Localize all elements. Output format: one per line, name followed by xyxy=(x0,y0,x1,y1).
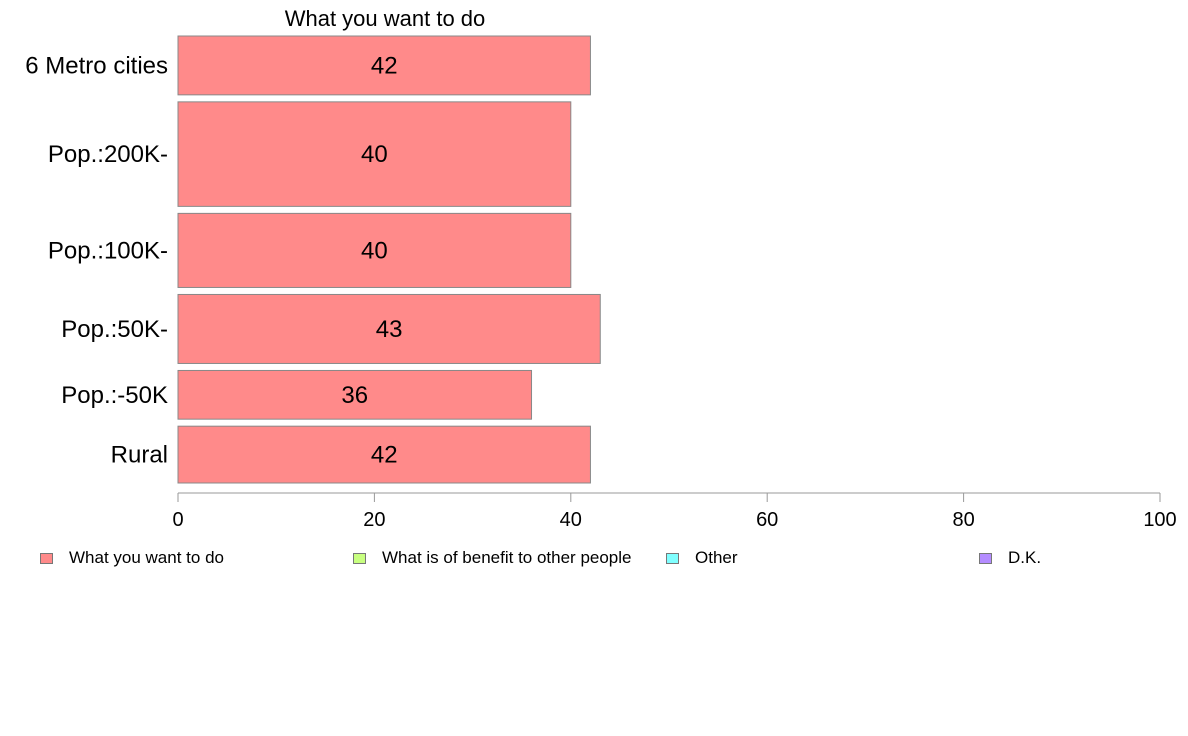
bar xyxy=(177,101,572,207)
bar xyxy=(177,369,533,420)
legend-item-other: Other xyxy=(666,548,738,568)
legend-swatch-want xyxy=(40,552,53,564)
bar xyxy=(177,212,572,288)
category-label: 6 Metro cities xyxy=(25,52,168,79)
category-label: Pop.:-50K xyxy=(61,382,168,409)
legend-item-dk: D.K. xyxy=(979,548,1041,568)
legend-label-benefit: What is of benefit to other people xyxy=(382,548,632,567)
category-label: Pop.:200K- xyxy=(48,141,168,168)
x-tick-label: 40 xyxy=(560,509,582,531)
bar xyxy=(177,293,601,364)
x-tick-label: 60 xyxy=(756,509,778,531)
bar-value-label: 42 xyxy=(371,442,398,469)
bar-value-label: 43 xyxy=(376,316,403,343)
category-label: Pop.:50K- xyxy=(61,316,168,343)
bar xyxy=(177,35,591,96)
x-tick-label: 80 xyxy=(952,509,974,531)
category-label: Rural xyxy=(111,442,168,469)
legend-label-other: Other xyxy=(695,548,738,567)
category-label: Pop.:100K- xyxy=(48,237,168,264)
bar-value-label: 40 xyxy=(361,237,388,264)
chart-title: What you want to do xyxy=(285,6,486,31)
legend-item-want: What you want to do xyxy=(40,548,224,568)
legend-item-benefit: What is of benefit to other people xyxy=(353,548,632,568)
x-tick-label: 100 xyxy=(1143,509,1176,531)
x-tick-label: 0 xyxy=(172,509,183,531)
bar-value-label: 40 xyxy=(361,141,388,168)
bar-value-label: 42 xyxy=(371,52,398,79)
legend: What you want to do What is of benefit t… xyxy=(0,548,1188,570)
legend-swatch-benefit xyxy=(353,552,366,564)
legend-swatch-other xyxy=(666,552,679,564)
x-tick-label: 20 xyxy=(363,509,385,531)
legend-label-dk: D.K. xyxy=(1008,548,1042,567)
legend-label-want: What you want to do xyxy=(69,548,224,567)
legend-swatch-dk xyxy=(979,552,992,564)
bar-value-label: 36 xyxy=(341,382,368,409)
bar-chart: What you want to do 42 6 Metro cities 40 Po… xyxy=(25,6,1176,531)
bar xyxy=(177,425,591,484)
